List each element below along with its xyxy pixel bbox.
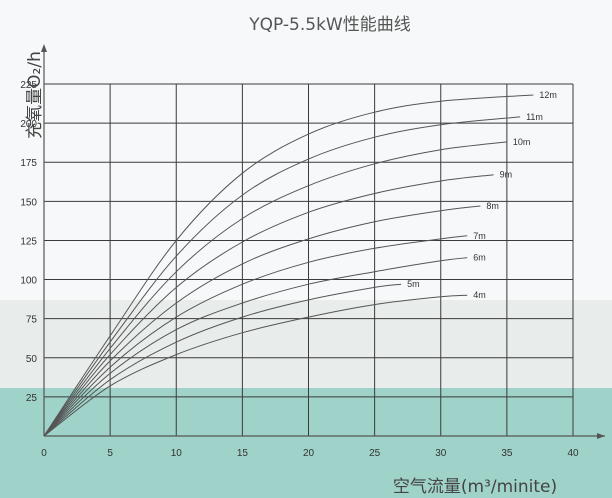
series-line-4m — [43, 294, 468, 437]
series-line-12m — [43, 94, 534, 437]
series-label-10m: 10m — [513, 137, 531, 147]
series-line-9m — [43, 174, 494, 437]
x-tick-label-10: 10 — [171, 448, 183, 459]
axes — [41, 44, 605, 439]
x-tick-label-5: 5 — [107, 448, 113, 459]
x-tick-label-40: 40 — [567, 448, 579, 459]
series-line-10m — [43, 141, 507, 437]
y-tick-label-50: 50 — [26, 354, 38, 365]
x-tick-label-25: 25 — [369, 448, 381, 459]
x-tick-label-15: 15 — [237, 448, 249, 459]
series-label-6m: 6m — [473, 253, 486, 263]
x-tick-label-0: 0 — [41, 448, 47, 459]
background-middle — [0, 300, 612, 388]
y-tick-label-100: 100 — [20, 276, 37, 287]
series-curves: 4m 5m 6m 7m 8m 9m 10m 11m 12m — [43, 90, 557, 437]
y-axis-title: 充氧量O₂/h — [25, 51, 45, 139]
x-tick-label-30: 30 — [435, 448, 447, 459]
chart-title: YQP-5.5kW性能曲线 — [248, 15, 410, 35]
series-label-9m: 9m — [500, 170, 513, 180]
tick-labels: 0 5 10 15 20 25 30 35 40 25 50 75 100 125 150 175 200 225 — [20, 80, 579, 459]
series-label-8m: 8m — [486, 201, 499, 211]
series-line-7m — [43, 235, 468, 437]
series-line-11m — [43, 116, 521, 437]
y-tick-label-125: 125 — [20, 236, 37, 247]
series-line-5m — [43, 283, 402, 437]
series-line-8m — [43, 205, 481, 437]
grid — [44, 83, 574, 436]
background-upper — [0, 0, 612, 300]
series-label-5m: 5m — [407, 279, 420, 289]
x-axis-title: 空气流量(m³/minite) — [393, 477, 557, 497]
x-tick-label-35: 35 — [501, 448, 513, 459]
y-tick-label-25: 25 — [26, 393, 38, 404]
y-axis-arrow — [41, 44, 47, 52]
y-tick-label-225: 225 — [20, 80, 37, 91]
series-label-7m: 7m — [473, 231, 486, 241]
series-label-11m: 11m — [526, 112, 543, 122]
x-tick-label-20: 20 — [303, 448, 315, 459]
series-line-6m — [43, 257, 468, 437]
y-tick-label-150: 150 — [20, 197, 37, 208]
y-tick-label-75: 75 — [26, 315, 38, 326]
y-tick-label-175: 175 — [20, 158, 37, 169]
y-tick-label-200: 200 — [20, 119, 37, 130]
series-label-4m: 4m — [473, 290, 486, 300]
x-axis-arrow — [597, 433, 605, 439]
series-label-12m: 12m — [539, 90, 557, 100]
background-lower — [0, 388, 612, 498]
